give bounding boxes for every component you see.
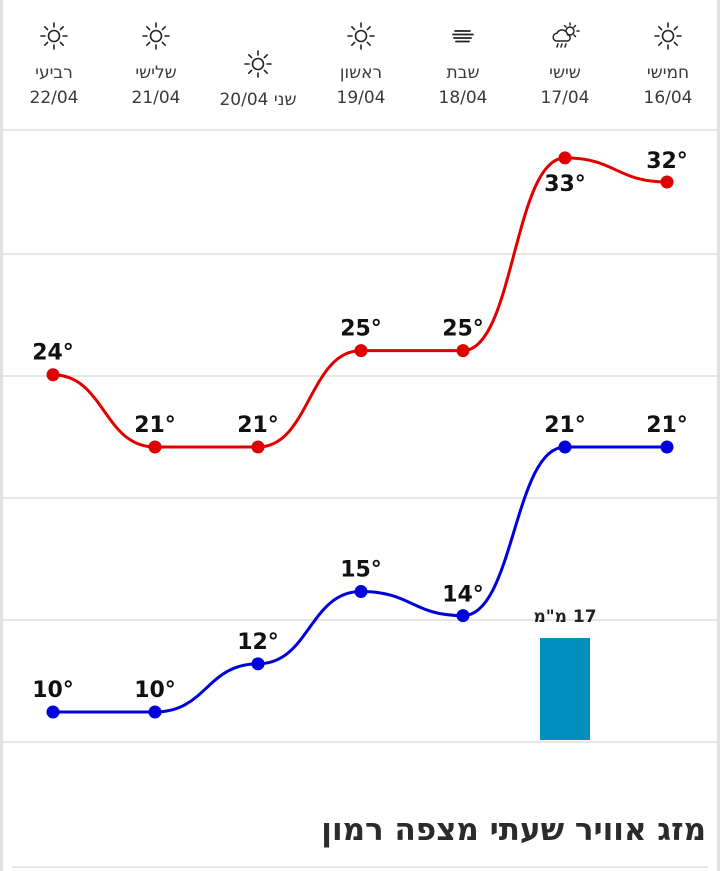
data-label: 24° [32,341,74,366]
data-label: 25° [340,317,382,342]
day-name: ראשון [339,63,383,83]
day-name: שלישי [135,63,177,83]
data-label: 10° [32,678,74,703]
sun-icon [142,22,170,50]
data-point [46,368,60,382]
data-point [660,175,674,189]
data-label: 32° [646,149,688,174]
day-name: שני 20/04 [219,90,297,110]
data-point [251,440,265,454]
data-label: 21° [544,413,586,438]
data-label: 10° [134,678,176,703]
day-column-tuesday[interactable]: שלישי 21/04 [104,0,208,128]
temperature-chart: 17 מ"מ 32° 33° 25° 25° 21° 21° 24° 21° 21° 14° 15° 1… [3,129,717,743]
series-line [52,156,668,449]
sun-icon [654,22,682,50]
data-point [660,440,674,454]
data-point [251,657,265,671]
data-label: 14° [442,583,484,608]
precipitation-bar [540,638,590,740]
day-column-sunday[interactable]: ראשון 19/04 [309,0,413,128]
sun-icon [347,22,375,50]
data-point [558,151,572,165]
data-point [46,705,60,719]
precipitation-label: 17 מ"מ [533,607,596,627]
data-point [456,344,470,358]
data-point [148,440,162,454]
day-name: חמישי [646,63,690,83]
page-title: מזג אוויר שעתי מצפה רמון [321,812,706,848]
cloud-rain-sun-icon [552,22,580,48]
day-date: 17/04 [540,88,590,108]
day-column-monday[interactable]: שני 20/04 [206,0,310,128]
data-label: 33° [544,172,586,197]
day-date: 18/04 [438,88,488,108]
day-date: 19/04 [336,88,386,108]
day-column-thursday[interactable]: חמישי 16/04 [616,0,720,128]
haze-icon [452,30,474,43]
day-date: 21/04 [131,88,181,108]
day-name: שישי [549,63,581,83]
day-date: 22/04 [29,88,79,108]
data-point [456,609,470,623]
data-label: 12° [237,630,279,655]
data-point [558,440,572,454]
data-point [354,344,368,358]
sun-icon [40,22,68,50]
sun-icon [244,50,272,78]
data-point [354,585,368,599]
day-name: רביעי [35,63,73,83]
day-column-wednesday[interactable]: רביעי 22/04 [2,0,106,128]
data-point [148,705,162,719]
day-name: שבת [446,63,480,83]
day-date: 16/04 [643,88,693,108]
data-label: 15° [340,558,382,583]
day-column-friday[interactable]: שישי 17/04 [513,0,617,128]
data-label: 25° [442,317,484,342]
day-column-saturday[interactable]: שבת 18/04 [411,0,515,128]
divider [12,866,708,868]
data-label: 21° [134,413,176,438]
data-label: 21° [646,413,688,438]
day-strip: חמישי 16/04 שישי 17/04 שבת 1 [0,0,720,128]
data-label: 21° [237,413,279,438]
